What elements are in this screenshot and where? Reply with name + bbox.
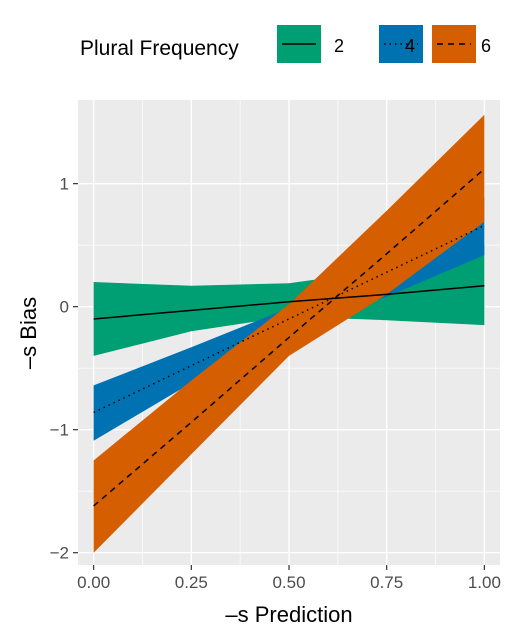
- y-tick-label: 0: [60, 298, 69, 317]
- x-axis-title: –s Prediction: [225, 602, 352, 627]
- x-tick-label: 0.50: [272, 573, 305, 592]
- y-tick-label: −2: [50, 544, 69, 563]
- x-tick-label: 0.00: [77, 573, 110, 592]
- legend-title: Plural Frequency: [80, 37, 239, 60]
- x-axis: 0.00 0.25 0.50 0.75 1.00: [77, 565, 501, 592]
- line-series-4: [93, 224, 485, 414]
- x-tick-label: 0.25: [175, 573, 208, 592]
- series-lines: [93, 168, 485, 507]
- y-axis-title: –s Bias: [16, 297, 41, 369]
- legend-items: 2 4 6: [277, 25, 491, 63]
- y-tick-label: −1: [50, 421, 69, 440]
- legend-label-6: 6: [481, 36, 491, 56]
- line-series-6: [93, 168, 485, 507]
- y-axis: −2 −1 0 1: [50, 175, 78, 563]
- x-tick-label: 0.75: [370, 573, 403, 592]
- legend-label-4: 4: [405, 36, 415, 56]
- x-tick-label: 1.00: [468, 573, 501, 592]
- y-tick-label: 1: [60, 175, 69, 194]
- legend: Plural Frequency 2 4 6: [80, 25, 491, 63]
- ribbon-series-6: [93, 114, 485, 553]
- line-series-2: [93, 285, 485, 320]
- legend-label-2: 2: [334, 36, 344, 56]
